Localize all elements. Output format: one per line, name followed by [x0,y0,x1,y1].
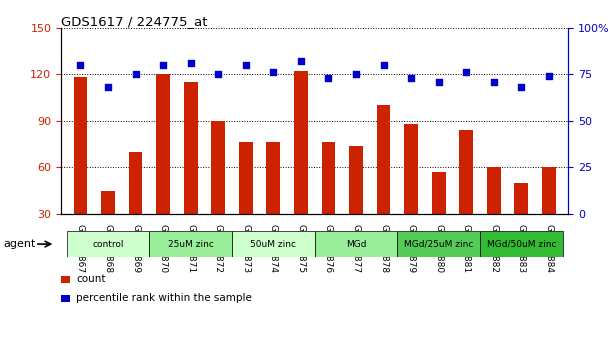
Text: MGd/50uM zinc: MGd/50uM zinc [486,239,556,249]
Text: MGd: MGd [346,239,366,249]
Bar [129,152,142,214]
Point [131,71,141,77]
Bar [404,124,418,214]
Bar [376,105,390,214]
Bar [315,231,397,257]
Bar [459,130,473,214]
Bar [542,167,556,214]
Bar [266,142,280,214]
Point [544,73,554,79]
Bar [397,231,480,257]
Text: control: control [92,239,123,249]
Point [324,75,334,81]
Text: MGd/25uM zinc: MGd/25uM zinc [404,239,474,249]
Text: percentile rank within the sample: percentile rank within the sample [76,294,252,303]
Text: count: count [76,275,106,284]
Text: 25uM zinc: 25uM zinc [167,239,214,249]
Point [516,85,526,90]
Point [379,62,389,68]
Point [296,58,306,64]
Bar [184,82,197,214]
Bar [149,231,232,257]
Point [489,79,499,85]
Bar [321,142,335,214]
Point [186,60,196,66]
Bar [294,71,308,214]
Bar [432,172,445,214]
Point [268,70,278,75]
Point [103,85,113,90]
Point [406,75,416,81]
Point [158,62,168,68]
Bar [349,146,363,214]
Text: GDS1617 / 224775_at: GDS1617 / 224775_at [61,16,208,29]
Point [241,62,251,68]
Point [213,71,223,77]
Bar [211,121,225,214]
Bar [239,142,253,214]
Text: 50uM zinc: 50uM zinc [251,239,296,249]
Point [76,62,86,68]
Bar [232,231,315,257]
Bar [514,183,529,214]
Point [461,70,471,75]
Point [434,79,444,85]
Point [351,71,361,77]
Bar [480,231,563,257]
Bar [67,231,149,257]
Bar [101,191,115,214]
Bar [487,167,500,214]
Text: agent: agent [3,239,35,249]
Bar [73,77,87,214]
Bar [156,74,170,214]
